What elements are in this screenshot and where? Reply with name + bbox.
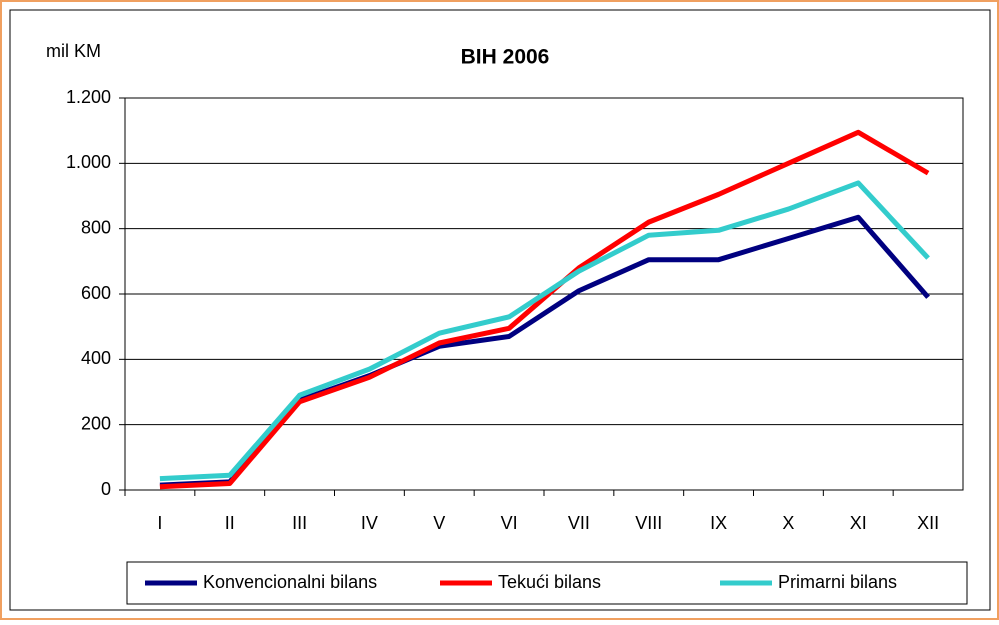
x-tick-label: III bbox=[292, 513, 307, 533]
chart-frame bbox=[9, 9, 991, 611]
legend bbox=[126, 561, 968, 605]
x-tick-label: VII bbox=[568, 513, 590, 533]
chart-title: BIH 2006 bbox=[461, 46, 550, 69]
y-tick-label: 600 bbox=[81, 283, 111, 303]
legend-label: Konvencionalni bilans bbox=[203, 572, 377, 592]
y-tick-label: 1.000 bbox=[66, 152, 111, 172]
x-tick-label: VI bbox=[501, 513, 518, 533]
x-tick-label: XI bbox=[850, 513, 867, 533]
series-line bbox=[159, 129, 930, 490]
x-tick-label: V bbox=[433, 513, 445, 533]
y-tick-label: 200 bbox=[81, 413, 111, 433]
y-tick-label: 800 bbox=[81, 217, 111, 237]
x-tick-label: VIII bbox=[635, 513, 662, 533]
y-tick-label: 0 bbox=[101, 479, 111, 499]
x-tick-label: XII bbox=[917, 513, 939, 533]
legend-label: Tekući bilans bbox=[498, 572, 601, 592]
x-tick-label: X bbox=[782, 513, 794, 533]
x-tick-label: II bbox=[225, 513, 235, 533]
x-tick-label: IV bbox=[361, 513, 378, 533]
y-tick-label: 400 bbox=[81, 348, 111, 368]
y-tick-label: 1.200 bbox=[66, 87, 111, 107]
legend-label: Primarni bilans bbox=[778, 572, 897, 592]
y-axis-label: mil KM bbox=[46, 41, 101, 61]
x-tick-label: IX bbox=[710, 513, 727, 533]
series-line bbox=[159, 180, 930, 482]
x-tick-label: I bbox=[157, 513, 162, 533]
